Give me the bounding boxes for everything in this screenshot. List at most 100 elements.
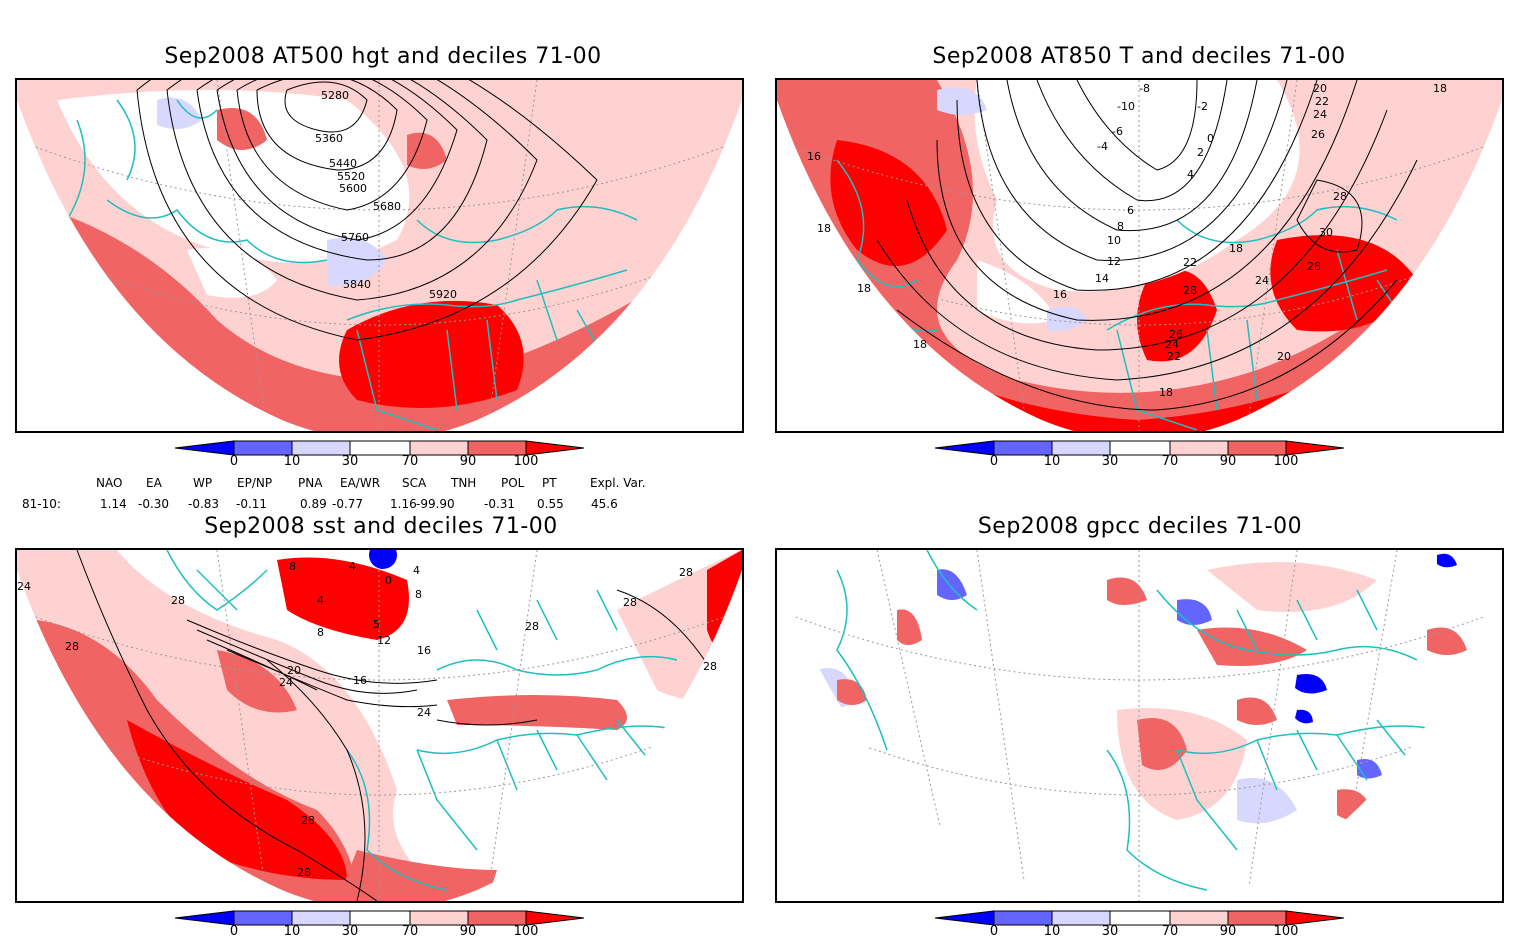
graticule [17,80,742,431]
colorbar-arrow-high [1285,440,1345,456]
contour-label: 5680 [373,200,401,213]
contour-label: 26 [1311,128,1325,141]
contour-label: 16 [417,644,431,657]
index-name: EA [146,476,162,490]
contour-label: 5760 [341,231,369,244]
contour-label: 28 [297,866,311,879]
index-value: 0.89 [300,497,327,511]
contour-label: 8 [1117,220,1124,233]
patch-dark-blue [1295,674,1327,694]
contour-label: 5280 [321,89,349,102]
colorbar-swatches [935,440,1345,456]
colorbar-arrow-low [175,440,235,456]
contour-label: 28 [623,596,637,609]
contour-label: 28 [1307,260,1321,273]
index-value: 1.16 [390,497,417,511]
map-gpcc-svg [777,550,1502,901]
contour-label: -4 [1097,140,1108,153]
panel-title-t850: Sep2008 AT850 T and deciles 71-00 [932,44,1346,69]
contour-labels: 5280 5360 5440 5520 5600 5680 5760 5840 … [315,89,457,301]
patch-red [1237,697,1277,725]
colorbar-bin [1169,910,1229,926]
colorbar-label: 10 [1043,924,1061,939]
colorbar-sst: 0 10 30 70 90 100 [175,910,585,940]
patch-light-blue [1237,778,1297,824]
colorbar-label: 70 [401,924,419,939]
contour-label: 16 [1053,288,1067,301]
contour-label: 22 [1167,350,1181,363]
patch-light-red [1207,562,1377,612]
colorbar-label: 30 [341,454,359,469]
colorbar-label: 10 [1043,454,1061,469]
colorbar-bin [233,910,293,926]
colorbar-swatches [175,440,585,456]
contour-label: 10 [1107,234,1121,247]
contour-label: 22 [1183,256,1197,269]
index-value: -0.83 [188,497,220,511]
colorbar-bin [993,910,1053,926]
colorbar-label: 30 [1101,924,1119,939]
shading-blue-2 [157,97,202,129]
contour-label: 20 [1313,82,1327,95]
contour-label: 5920 [429,288,457,301]
index-name: PNA [298,476,323,490]
patch-blue [937,569,967,600]
patch-red [897,609,922,645]
colorbar-bin [1109,910,1171,926]
contour-labels: -8 -10 -6 -4 -2 0 2 4 6 8 10 12 14 16 16… [807,82,1447,399]
contour-label: 22 [1315,95,1329,108]
shading-white-1 [57,90,410,263]
colorbar-bin [349,910,411,926]
contour-label: 5600 [339,182,367,195]
contour-label: 24 [1313,108,1327,121]
index-value: -99.90 [416,497,455,511]
index-name: Expl. Var. [590,476,646,490]
panel-title-hgt: Sep2008 AT500 hgt and deciles 71-00 [164,44,602,69]
contour-label: 8 [415,588,422,601]
contour-label: 16 [807,150,821,163]
colorbar-arrow-low [175,910,235,926]
colorbar-label: 90 [1219,924,1237,939]
colorbar-label: 0 [989,454,999,469]
coastlines [166,550,678,891]
contour-label: 26 [1169,328,1183,341]
shading-dark-red-center [1137,270,1217,362]
contour-label: -2 [1197,100,1208,113]
graticule [777,80,1502,431]
colorbar-bin [409,440,469,456]
shading-white-2 [187,248,277,298]
index-value: 45.6 [591,497,618,511]
contour-label: 18 [817,222,831,235]
contour-label: 8 [317,626,324,639]
map-panel-hgt: 5280 5360 5440 5520 5600 5680 5760 5840 … [15,78,744,433]
colorbar-bin [1227,910,1287,926]
map-t850-svg: -8 -10 -6 -4 -2 0 2 4 6 8 10 12 14 16 16… [777,80,1502,431]
contour-label: 28 [1333,190,1347,203]
map-hgt-svg: 5280 5360 5440 5520 5600 5680 5760 5840 … [17,80,742,431]
index-value: -0.30 [138,497,170,511]
colorbar-arrow-high [1285,910,1345,926]
panel-title-gpcc: Sep2008 gpcc deciles 71-00 [977,514,1303,539]
contour-label: 18 [1159,386,1173,399]
colorbar-swatches [175,910,585,926]
patch-red [1427,627,1467,655]
shading-dark-blue-cell [369,550,397,569]
contour-label: 24 [279,676,293,689]
colorbar-label: 100 [1273,454,1299,469]
contour-label: 4 [1187,168,1194,181]
colorbar-hgt: 0 10 30 70 90 100 [175,440,585,474]
contour-label: 0 [385,574,392,587]
graticule [17,550,742,901]
contour-label: 5 [373,618,380,631]
contour-label: 8 [289,560,296,573]
colorbar-bin [993,440,1053,456]
map-panel-sst: 24 28 28 28 28 8 4 0 4 8 4 8 12 5 16 20 … [15,548,744,903]
patch-dark-blue [1437,553,1457,568]
contour-label: -6 [1112,125,1123,138]
index-value: -0.31 [484,497,516,511]
colorbar-label: 100 [1273,924,1299,939]
colorbar-t850: 0 10 30 70 90 100 [935,440,1345,474]
index-value: -0.77 [332,497,364,511]
contour-label: 2 [1197,146,1204,159]
contour-label: -8 [1139,82,1150,95]
